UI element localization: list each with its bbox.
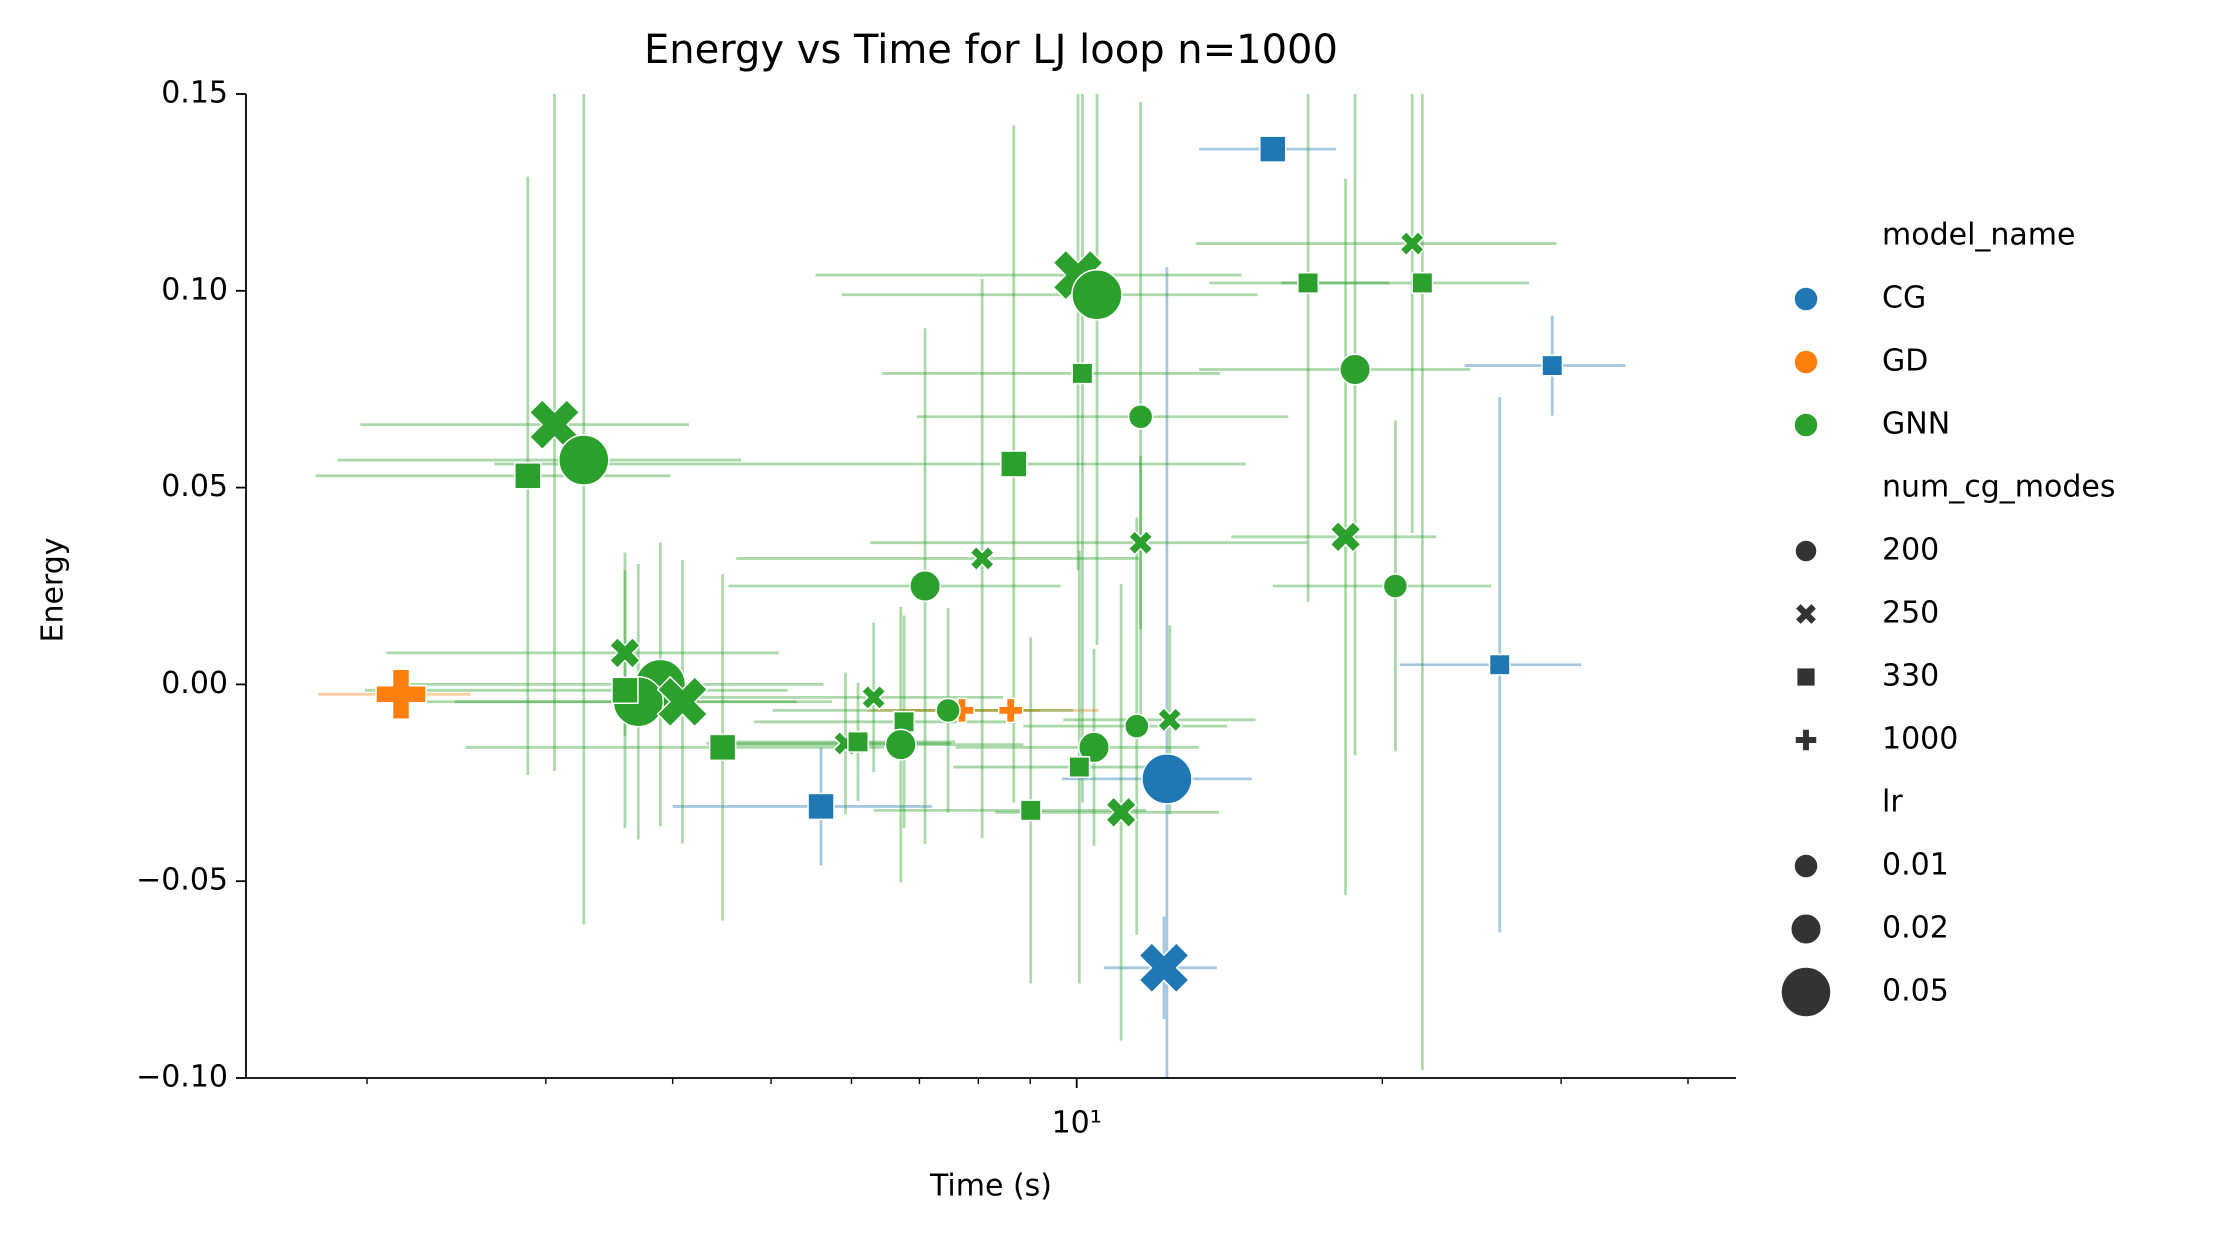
error-bars: [315, 94, 1626, 1078]
point: [1068, 756, 1091, 779]
y-tick-label: 0.15: [161, 76, 228, 111]
point: [1297, 271, 1320, 294]
legend-marker: [1794, 728, 1818, 752]
y-tick-label: −0.10: [136, 1060, 228, 1095]
point: [708, 733, 737, 762]
legend-marker: [1780, 966, 1832, 1018]
y-tick-label: 0.10: [161, 272, 228, 307]
point: [1339, 353, 1372, 386]
point: [1127, 529, 1154, 556]
point: [1411, 271, 1434, 294]
point: [884, 728, 917, 761]
point: [1138, 941, 1190, 994]
y-tick-label: −0.05: [136, 863, 228, 898]
point: [608, 636, 642, 670]
point: [656, 675, 709, 728]
legend-label: 200: [1882, 533, 1939, 568]
y-tick-label: 0.00: [161, 666, 228, 701]
legend-title: num_cg_modes: [1882, 470, 2116, 505]
legend-marker: [1790, 913, 1822, 945]
legend-marker: [1794, 602, 1818, 626]
point: [1382, 573, 1409, 599]
legend-label: GD: [1882, 344, 1928, 379]
point: [1104, 796, 1138, 829]
point: [1399, 230, 1426, 257]
chart-title: Energy vs Time for LJ loop n=1000: [644, 27, 1338, 73]
point: [935, 697, 961, 724]
point: [1071, 268, 1123, 321]
legend-label: 1000: [1882, 722, 1958, 757]
legend-label: GNN: [1882, 407, 1950, 442]
legend-label: 0.01: [1882, 848, 1949, 883]
point: [558, 434, 610, 486]
point: [514, 462, 542, 490]
point: [1259, 135, 1287, 163]
legend-marker: [1793, 853, 1819, 879]
legend-label: 250: [1882, 596, 1939, 631]
point: [1141, 753, 1193, 805]
point: [1541, 354, 1564, 377]
point: [847, 730, 869, 753]
point: [1329, 520, 1362, 554]
point: [1488, 653, 1511, 676]
point: [860, 684, 887, 711]
y-tick-label: 0.05: [161, 469, 228, 504]
legend-marker: [1795, 666, 1817, 688]
point: [1127, 404, 1154, 430]
markers: [375, 135, 1564, 994]
legend-marker: [1793, 286, 1819, 312]
point: [1156, 706, 1183, 733]
point: [1124, 713, 1150, 739]
legend-marker: [1794, 539, 1818, 563]
legend-title: model_name: [1882, 218, 2076, 253]
point: [611, 676, 639, 705]
legend-label: 0.05: [1882, 974, 1949, 1009]
point: [375, 668, 427, 720]
point: [528, 398, 581, 451]
point: [1019, 799, 1042, 822]
legend-label: CG: [1882, 281, 1926, 316]
y-axis-label: Energy: [36, 537, 71, 642]
legend-marker: [1793, 349, 1819, 375]
legend-label: 0.02: [1882, 911, 1949, 946]
legend-title: lr: [1882, 785, 1903, 820]
point: [807, 792, 835, 821]
point: [1078, 731, 1111, 764]
point: [909, 570, 942, 602]
x-axis-label: Time (s): [929, 1169, 1052, 1204]
point: [969, 545, 996, 572]
legend-label: 330: [1882, 659, 1939, 694]
x-tick-label: 10¹: [1052, 1106, 1102, 1141]
point: [1000, 450, 1028, 478]
legend-marker: [1793, 412, 1819, 438]
point: [893, 710, 915, 733]
point: [997, 697, 1024, 724]
point: [1071, 362, 1094, 385]
